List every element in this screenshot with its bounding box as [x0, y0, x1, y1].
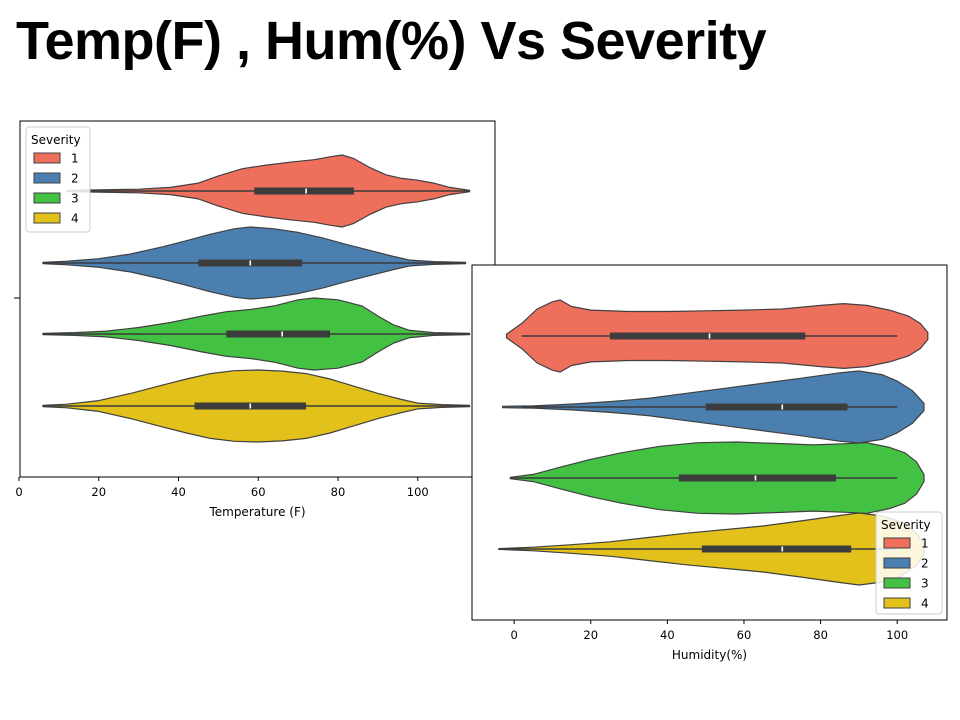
hum-iqr-box-1: [609, 332, 806, 340]
temp-legend-label-4: 4: [71, 212, 79, 226]
temp-legend-label-2: 2: [71, 172, 79, 186]
hum-legend-swatch-1: [883, 537, 911, 549]
temp-xtick-label-100: 100: [407, 485, 429, 499]
temp-xtick-label-60: 60: [251, 485, 266, 499]
slide-title: Temp(F) , Hum(%) Vs Severity: [16, 11, 767, 71]
hum-legend-label-3: 3: [921, 577, 929, 591]
temp-legend-swatch-1: [33, 152, 61, 164]
temp-xtick-label-40: 40: [171, 485, 186, 499]
hum-legend-swatch-4: [883, 597, 911, 609]
temp-legend-label-1: 1: [71, 152, 79, 166]
hum-xtick-label-0: 0: [510, 628, 517, 642]
temp-legend-swatch-3: [33, 192, 61, 204]
temp-xtick-label-80: 80: [331, 485, 346, 499]
hum-xtick-label-40: 40: [660, 628, 675, 642]
temp-legend-swatch-2: [33, 172, 61, 184]
hum-legend-label-2: 2: [921, 557, 929, 571]
hum-xtick-label-80: 80: [813, 628, 828, 642]
hum-legend-label-4: 4: [921, 597, 929, 611]
hum-legend-swatch-2: [883, 557, 911, 569]
temp-legend-title: Severity: [31, 133, 81, 147]
hum-legend-title: Severity: [881, 518, 931, 532]
hum-iqr-box-3: [678, 474, 836, 482]
hum-iqr-box-4: [701, 545, 852, 553]
hum-legend-swatch-3: [883, 577, 911, 589]
hum-iqr-box-2: [705, 403, 848, 411]
hum-x-axis-label: Humidity(%): [672, 648, 747, 662]
temp-xtick-label-0: 0: [15, 485, 22, 499]
hum-xtick-label-60: 60: [737, 628, 752, 642]
temp-legend-swatch-4: [33, 212, 61, 224]
temp-iqr-box-1: [254, 187, 354, 195]
hum-legend-label-1: 1: [921, 537, 929, 551]
temp-xtick-label-20: 20: [91, 485, 106, 499]
hum-plot-frame: [471, 264, 948, 621]
hum-xtick-label-100: 100: [886, 628, 908, 642]
hum-chart: 0 20 40 60 80 100 Humidity(%) Severity 1 2 3 4: [471, 264, 948, 662]
temp-iqr-box-3: [226, 330, 331, 338]
temp-chart: 0 20 40 60 80 100 Temperature (F) Severity 1 2 3 4: [14, 120, 496, 519]
temp-x-axis-label: Temperature (F): [208, 505, 305, 519]
hum-xtick-label-20: 20: [583, 628, 598, 642]
temp-legend-label-3: 3: [71, 192, 79, 206]
